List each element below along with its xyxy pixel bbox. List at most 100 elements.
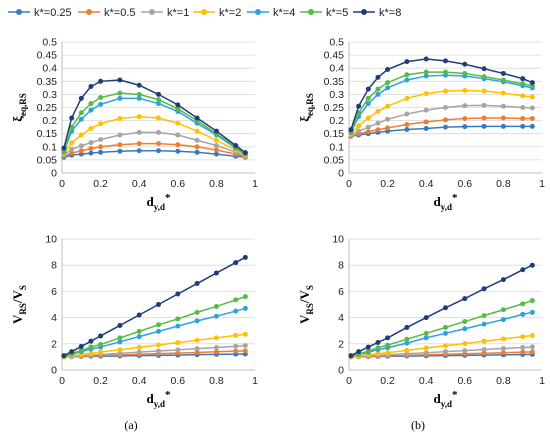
data-point (233, 343, 239, 349)
data-point (375, 127, 381, 133)
data-point (175, 148, 181, 154)
data-point (529, 298, 535, 304)
data-point (404, 59, 410, 65)
legend-item: k*=2 (193, 7, 241, 19)
data-point (98, 121, 104, 127)
x-tick-label: 0 (346, 178, 352, 190)
data-point (233, 348, 239, 354)
data-point (520, 301, 526, 307)
data-point (117, 347, 123, 353)
data-point (78, 148, 84, 154)
data-point (529, 344, 535, 350)
data-point (348, 353, 354, 359)
data-point (365, 115, 371, 121)
data-point (481, 347, 487, 353)
data-point (443, 69, 448, 75)
data-point (423, 345, 429, 351)
legend-swatch-marker (201, 9, 207, 15)
data-point (156, 302, 161, 307)
data-point (529, 105, 535, 111)
data-point (98, 95, 104, 101)
data-point (98, 341, 104, 347)
legend-label: k*=0.5 (104, 7, 136, 19)
x-tick-label: 0.4 (419, 375, 434, 387)
data-point (213, 137, 219, 143)
data-point (462, 61, 468, 67)
data-point (98, 101, 104, 107)
data-point (136, 141, 142, 147)
data-point (404, 336, 410, 342)
data-point (136, 312, 142, 318)
data-point (404, 347, 410, 353)
data-point (529, 94, 535, 100)
chart-panels: 00.050.10.150.20.250.30.350.40.450.50 0.2… (10, 37, 545, 410)
data-point (98, 333, 104, 339)
x-tick-label: 1 (539, 375, 545, 387)
data-point (375, 345, 381, 351)
data-point (385, 342, 391, 348)
y-tick-label: 4 (338, 312, 344, 324)
data-point (88, 101, 94, 107)
data-point (356, 103, 362, 109)
data-point (365, 101, 371, 107)
data-point (500, 317, 506, 323)
data-point (194, 349, 200, 355)
data-point (375, 91, 381, 97)
data-point (117, 142, 123, 148)
data-point (404, 127, 410, 133)
data-point (423, 73, 429, 79)
data-point (443, 349, 448, 355)
x-tick-label: 0.8 (209, 178, 224, 190)
data-point (481, 74, 487, 80)
data-point (242, 343, 248, 349)
legend-label: k*=2 (219, 7, 241, 19)
data-point (500, 103, 506, 109)
data-point (136, 334, 142, 340)
data-point (156, 91, 161, 97)
data-point (481, 66, 487, 72)
data-point (213, 303, 219, 309)
data-point (385, 335, 391, 341)
data-point (520, 81, 526, 87)
data-point (175, 340, 181, 346)
data-point (242, 331, 248, 337)
data-point (443, 305, 448, 311)
data-point (529, 333, 535, 339)
data-point (98, 349, 104, 355)
data-point (404, 340, 410, 346)
y-axis-label: ξeq,RS (10, 93, 28, 122)
data-point (175, 142, 181, 148)
x-tick-label: 0.4 (132, 375, 147, 387)
y-tick-label: 4 (51, 312, 57, 324)
data-point (213, 344, 219, 350)
x-tick-label: 0.6 (457, 178, 472, 190)
series-k-5 (61, 90, 248, 156)
data-point (385, 103, 391, 109)
data-point (78, 132, 84, 138)
data-point (385, 85, 391, 91)
data-point (117, 148, 123, 154)
data-point (136, 91, 142, 97)
legend-swatch-marker (86, 9, 92, 15)
series-k-4 (348, 72, 535, 135)
series-k-2 (348, 87, 535, 137)
data-point (443, 88, 448, 94)
data-point (500, 346, 506, 352)
data-point (194, 309, 200, 315)
data-point (61, 353, 67, 359)
data-point (529, 116, 535, 122)
x-tick-label: 1 (539, 178, 545, 190)
x-axis-label: dy,d* (434, 389, 459, 409)
data-point (156, 97, 161, 103)
x-tick-label: 0.2 (93, 178, 108, 190)
data-point (520, 116, 526, 122)
x-tick-label: 1 (252, 375, 258, 387)
legend-item: k*=0.25 (8, 7, 72, 19)
data-point (88, 338, 94, 344)
data-point (117, 116, 123, 122)
y-tick-label: 8 (51, 260, 57, 272)
data-point (462, 341, 468, 347)
data-point (481, 115, 487, 121)
data-point (423, 350, 429, 356)
data-point (156, 148, 161, 154)
